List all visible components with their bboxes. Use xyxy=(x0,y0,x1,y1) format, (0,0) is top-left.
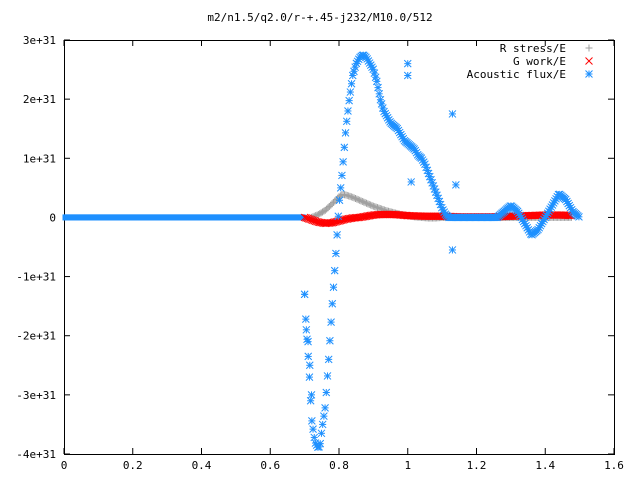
plot-frame xyxy=(64,40,615,455)
series-2-point xyxy=(328,299,337,308)
series-2-point xyxy=(324,355,333,364)
series-2-point xyxy=(317,429,326,438)
legend-marker xyxy=(585,44,593,52)
x-tick-label: 1.6 xyxy=(604,459,624,472)
series-1-point xyxy=(300,213,309,222)
series-2-point xyxy=(304,352,313,361)
y-tick-label: 1e+31 xyxy=(23,152,56,165)
series-2-point xyxy=(305,373,314,381)
y-tick-label: 3e+31 xyxy=(23,34,56,47)
series-2-point xyxy=(309,425,317,434)
series-2-point xyxy=(346,88,355,96)
outlier-point xyxy=(304,337,312,346)
series-2-point xyxy=(333,231,341,239)
outlier-point xyxy=(403,71,412,80)
series-2-point xyxy=(575,212,583,221)
series-2-point xyxy=(374,83,382,92)
series-2-point xyxy=(320,412,328,421)
series-2-point xyxy=(316,439,325,448)
series-2-point xyxy=(301,315,310,324)
series-2-point xyxy=(336,184,345,192)
outlier-point xyxy=(403,59,412,68)
y-tick-label: 2e+31 xyxy=(23,93,56,106)
outlier-point xyxy=(302,325,311,334)
series-2-point xyxy=(340,143,349,152)
series-2-point xyxy=(330,266,339,275)
series-2-point xyxy=(334,212,343,221)
legend-label: R stress/E xyxy=(500,42,566,55)
y-axis: 3e+31 2e+31 1e+31 0 -1e+31 -2e+31 -3e+31 -4e+31 xyxy=(16,34,614,461)
x-tick-label: 0.4 xyxy=(192,459,212,472)
outlier-point xyxy=(305,361,314,370)
series-2-point xyxy=(327,318,335,326)
series-1-point xyxy=(310,216,319,225)
series-1-point xyxy=(309,216,317,225)
series-2-point xyxy=(339,157,347,166)
legend-marker xyxy=(585,70,593,78)
x-tick-label: 0.2 xyxy=(123,459,143,472)
legend-label: Acoustic flux/E xyxy=(467,68,566,81)
x-tick-label: 0.6 xyxy=(260,459,280,472)
y-tick-label: -3e+31 xyxy=(16,389,56,402)
outlier-point xyxy=(307,391,316,399)
series-2-point xyxy=(342,117,351,126)
legend-marker xyxy=(585,57,593,65)
x-tick-label: 1.4 xyxy=(535,459,555,472)
series-2-point xyxy=(338,171,346,180)
x-tick-label: 0.8 xyxy=(329,459,349,472)
series-1-point xyxy=(306,215,314,224)
series-2-point xyxy=(318,420,327,429)
outlier-point xyxy=(452,181,460,189)
series-2-point xyxy=(345,96,353,105)
series-2-point xyxy=(329,283,338,292)
series-1-point xyxy=(304,214,313,223)
series-2-point xyxy=(341,129,350,137)
series-2-point xyxy=(372,77,381,86)
outlier-point xyxy=(448,110,457,118)
x-axis: 0 0.2 0.4 0.6 0.8 1 1.2 1.4 1.6 xyxy=(61,40,624,472)
outlier-point xyxy=(300,290,309,299)
series-2-point xyxy=(347,79,356,88)
data-marks xyxy=(62,51,583,452)
series-1-point xyxy=(302,214,310,222)
series-2-point xyxy=(332,249,340,258)
y-tick-label: -4e+31 xyxy=(16,448,56,461)
x-tick-label: 1 xyxy=(404,459,411,472)
outlier-point xyxy=(448,246,457,254)
y-tick-label: -1e+31 xyxy=(16,271,56,284)
series-1-point xyxy=(303,214,312,223)
series-2-point xyxy=(326,336,334,345)
series-2-point xyxy=(344,107,352,115)
series-2-point xyxy=(307,417,316,425)
series-2-point xyxy=(322,388,331,397)
series-2-point xyxy=(335,196,344,205)
outlier-point xyxy=(407,178,416,186)
legend-label: G work/E xyxy=(513,55,566,68)
x-tick-label: 1.2 xyxy=(467,459,487,472)
x-tick-label: 0 xyxy=(61,459,68,472)
series-2-point xyxy=(323,372,332,380)
y-tick-label: -2e+31 xyxy=(16,330,56,343)
y-tick-label: 0 xyxy=(49,211,56,224)
series-2-point xyxy=(376,95,385,104)
chart-title: m2/n1.5/q2.0/r-+.45-j232/M10.0/512 xyxy=(207,11,432,24)
series-2-point xyxy=(375,89,384,98)
series-1-point xyxy=(307,215,316,224)
series-2-point xyxy=(321,404,329,412)
